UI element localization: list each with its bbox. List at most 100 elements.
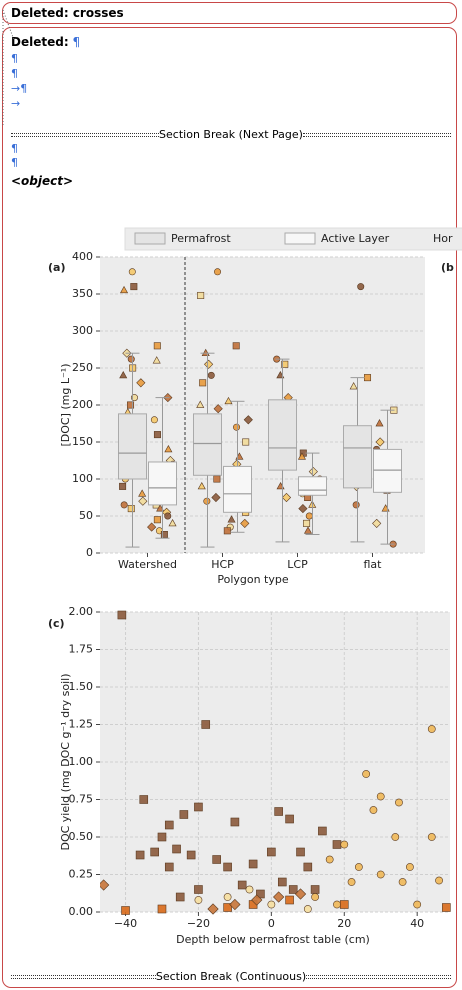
y-tick-label: 150: [72, 435, 93, 448]
data-point: [296, 847, 305, 857]
data-point: [204, 359, 214, 369]
data-point: [285, 814, 294, 824]
data-point: [340, 840, 349, 849]
data-point: [194, 885, 203, 894]
data-point: [223, 862, 232, 872]
balloon-head: Deleted: ¶: [11, 36, 80, 49]
section-break-text: Section Break (Next Page): [159, 128, 303, 141]
x-tick-label: 0: [268, 917, 275, 930]
data-point: [303, 905, 312, 913]
data-point: [294, 888, 307, 900]
data-point: [310, 885, 320, 894]
legend-swatch: [134, 232, 166, 245]
data-point: [152, 356, 161, 364]
data-point: [203, 497, 211, 505]
panel-label: (a): [48, 261, 65, 274]
data-point: [405, 863, 414, 871]
mark: ¶: [11, 142, 18, 155]
data-point: [347, 878, 356, 886]
mark: →: [11, 97, 21, 110]
data-point: [197, 481, 206, 490]
data-point: [214, 268, 222, 276]
mark: →¶: [11, 82, 28, 95]
legend-swatch: [284, 232, 316, 245]
data-point: [256, 889, 265, 899]
x-axis-label: Polygon type: [217, 573, 289, 586]
data-point: [369, 806, 378, 814]
data-point: [395, 798, 403, 807]
data-point: [285, 895, 294, 905]
y-tick-label: 2.00: [69, 605, 94, 618]
data-point: [391, 833, 400, 841]
data-point: [267, 900, 276, 909]
section-break: Section Break (Next Page): [11, 128, 451, 141]
data-point: [164, 820, 174, 830]
data-point: [150, 416, 158, 424]
box: [148, 461, 177, 506]
balloon-text: ¶: [72, 35, 81, 49]
x-tick-label: −40: [114, 917, 137, 930]
data-point: [213, 404, 223, 414]
data-point: [248, 859, 258, 869]
data-point: [277, 877, 287, 887]
x-tick-label: Watershed: [118, 558, 177, 571]
box: [268, 399, 297, 471]
data-point: [127, 401, 135, 409]
data-point: [251, 894, 263, 906]
data-point: [398, 878, 407, 886]
y-tick-label: 250: [72, 361, 93, 374]
data-point: [305, 512, 313, 520]
data-point: [138, 496, 148, 506]
data-point: [339, 900, 349, 909]
data-point: [150, 847, 159, 857]
data-point: [375, 419, 384, 427]
data-point: [164, 444, 173, 453]
x-tick-label: HCP: [211, 558, 234, 571]
data-point: [139, 795, 149, 804]
data-point: [224, 396, 233, 405]
data-point: [156, 504, 165, 512]
data-point: [164, 512, 172, 520]
legend-label: Hor: [433, 232, 453, 245]
data-point: [138, 489, 147, 497]
y-tick-label: 0.75: [69, 793, 94, 806]
plot-points: [100, 610, 451, 915]
data-point: [121, 906, 130, 915]
box: [223, 465, 252, 513]
box: [343, 425, 372, 489]
data-point: [211, 492, 221, 503]
comment-balloon[interactable]: Deleted: ¶ ¶ ¶ →¶ → Section Break (Next …: [2, 27, 457, 988]
data-point: [230, 817, 240, 827]
y-tick-label: 400: [72, 250, 93, 263]
data-point: [413, 900, 422, 909]
y-tick-label: 100: [72, 472, 93, 485]
data-point: [197, 291, 205, 299]
data-point: [100, 879, 110, 891]
data-point: [233, 423, 241, 431]
data-point: [435, 876, 443, 885]
y-tick-label: 1.25: [69, 718, 94, 731]
section-break-text: Section Break (Continuous): [155, 970, 307, 983]
data-point: [240, 518, 250, 528]
x-tick-label: 20: [337, 917, 351, 930]
data-point: [117, 610, 127, 620]
data-point: [298, 504, 308, 514]
data-point: [273, 891, 285, 903]
data-point: [130, 283, 138, 291]
panel-label: (c): [48, 617, 65, 630]
data-point: [362, 770, 371, 778]
data-point: [364, 374, 372, 382]
data-point: [332, 840, 342, 849]
comment-balloon[interactable]: Deleted: crosses: [2, 2, 457, 24]
data-point: [175, 892, 185, 902]
data-point: [199, 379, 207, 387]
data-point: [427, 833, 436, 841]
data-point: [164, 862, 174, 872]
y-tick-label: 50: [79, 509, 93, 522]
data-point: [223, 903, 232, 912]
data-point: [375, 437, 385, 447]
box: [298, 476, 327, 496]
data-point: [194, 896, 203, 904]
data-point: [372, 518, 382, 528]
